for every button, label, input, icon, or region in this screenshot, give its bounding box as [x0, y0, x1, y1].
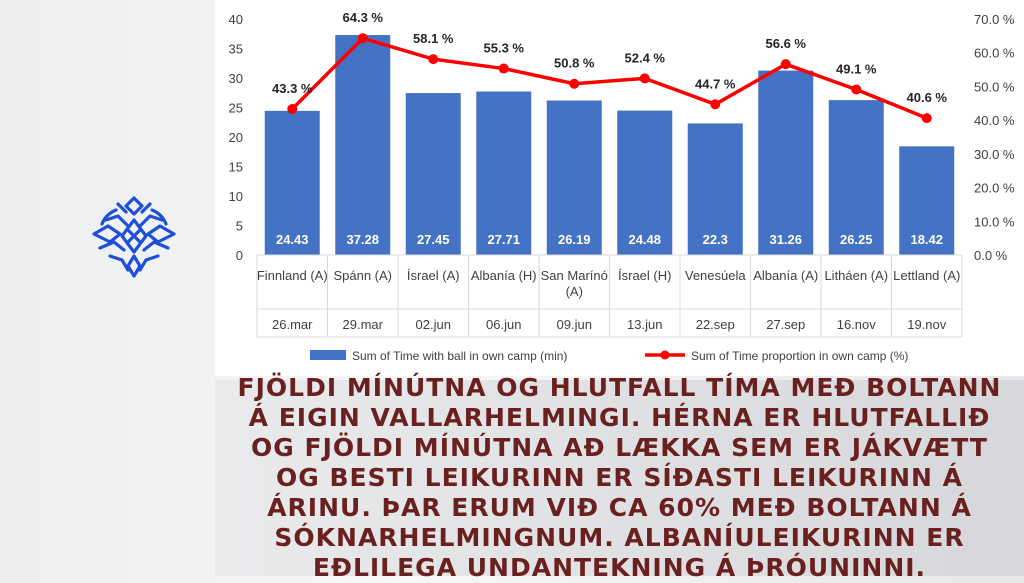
x-category-label: Spánn (A) — [333, 268, 392, 283]
bar-value-label: 18.42 — [910, 232, 943, 247]
line-value-label: 55.3 % — [484, 41, 525, 56]
y-right-tick-label: 20.0 % — [974, 181, 1015, 196]
bar-value-label: 37.28 — [346, 232, 379, 247]
x-date-label: 27.sep — [766, 317, 805, 332]
x-date-label: 29.mar — [343, 317, 384, 332]
line-point — [780, 59, 791, 70]
bar-value-label: 27.45 — [417, 232, 450, 247]
bar-value-label: 24.43 — [276, 232, 309, 247]
x-category-label: Ísrael (H) — [618, 268, 671, 283]
line-point — [428, 54, 439, 65]
y-left-tick-label: 15 — [229, 160, 243, 175]
bar-value-label: 22.3 — [703, 232, 728, 247]
x-category-label: San Marínó (A) — [541, 268, 608, 299]
x-date-label: 13.jun — [627, 317, 662, 332]
legend-bar-label: Sum of Time with ball in own camp (min) — [352, 349, 567, 363]
proportion-line — [291, 36, 928, 120]
bar — [476, 91, 532, 255]
ksi-crest-icon — [88, 190, 180, 282]
x-date-label: 06.jun — [486, 317, 521, 332]
x-category-label: Albanía (H) — [471, 268, 537, 283]
x-category-label: Litháen (A) — [824, 268, 888, 283]
line-value-label: 49.1 % — [836, 61, 877, 76]
line-value-label: 43.3 % — [272, 81, 313, 96]
y-left-tick-label: 20 — [229, 130, 243, 145]
x-date-label: 26.mar — [272, 317, 313, 332]
bar — [617, 110, 673, 256]
y-right-tick-label: 70.0 % — [974, 12, 1015, 27]
bar-value-label: 24.48 — [628, 232, 661, 247]
legend-line-label: Sum of Time proportion in own camp (%) — [691, 349, 908, 363]
bar — [899, 146, 955, 255]
line-value-label: 44.7 % — [695, 76, 736, 91]
line-point — [357, 33, 368, 44]
combo-chart: 0 5 10 15 20 25 30 35 40 0.0 % 10.0 % 20.0 % 30.0 % 4… — [229, 10, 1015, 363]
line-value-label: 40.6 % — [907, 90, 948, 105]
legend-bar-swatch — [310, 350, 346, 360]
x-category-label: Finnland (A) — [257, 268, 328, 283]
bar — [335, 35, 391, 255]
y-left-tick-label: 35 — [229, 42, 243, 57]
bar-value-label: 27.71 — [487, 232, 520, 247]
line-point — [851, 84, 862, 95]
crest-svg — [92, 196, 176, 278]
y-left-tick-label: 25 — [229, 101, 243, 116]
x-date-label: 09.jun — [557, 317, 592, 332]
y-left-tick-label: 10 — [229, 189, 243, 204]
bar-value-label: 26.25 — [840, 232, 873, 247]
y-left-tick-label: 40 — [229, 12, 243, 27]
chart-panel: 0 5 10 15 20 25 30 35 40 0.0 % 10.0 % 20.0 % 30.0 % 4… — [215, 0, 1024, 376]
bar — [405, 93, 461, 255]
bar — [828, 100, 884, 255]
bar — [687, 123, 743, 256]
y-right-tick-label: 30.0 % — [974, 147, 1015, 162]
caption-box: Fjöldi mínútna og hlutfall tíma með bolt… — [215, 373, 1024, 582]
y-left-tick-label: 5 — [236, 219, 243, 234]
y-right-tick-label: 60.0 % — [974, 46, 1015, 61]
y-left-tick-label: 0 — [236, 248, 243, 263]
x-category-label: Ísrael (A) — [407, 268, 460, 283]
x-date-label: 19.nov — [907, 317, 947, 332]
line-value-label: 56.6 % — [766, 36, 807, 51]
line-value-label: 58.1 % — [413, 31, 454, 46]
y-right-tick-label: 0.0 % — [974, 248, 1008, 263]
y-right-tick-label: 10.0 % — [974, 214, 1015, 229]
line-value-label: 52.4 % — [625, 50, 666, 65]
line-point — [710, 99, 721, 110]
x-category-label: Venesúela — [685, 268, 746, 283]
x-date-label: 22.sep — [696, 317, 735, 332]
caption-text: Fjöldi mínútna og hlutfall tíma með bolt… — [237, 373, 1002, 582]
bar-value-label: 31.26 — [769, 232, 802, 247]
x-category-label: Albanía (A) — [753, 268, 818, 283]
x-date-label: 02.jun — [416, 317, 451, 332]
legend-line-marker — [660, 350, 670, 360]
y-left-tick-label: 30 — [229, 71, 243, 86]
x-category-label: Lettland (A) — [893, 268, 960, 283]
bar — [264, 110, 320, 255]
line-point — [287, 104, 298, 115]
line-point — [921, 113, 932, 124]
x-date-label: 16.nov — [837, 317, 877, 332]
bar-value-label: 26.19 — [558, 232, 591, 247]
line-value-label: 50.8 % — [554, 56, 595, 71]
line-point — [639, 73, 650, 84]
bar — [758, 70, 814, 255]
y-right-tick-label: 50.0 % — [974, 79, 1015, 94]
line-point — [569, 78, 580, 89]
line-point — [498, 63, 509, 74]
line-value-label: 64.3 % — [343, 10, 384, 25]
y-right-tick-label: 40.0 % — [974, 113, 1015, 128]
bar — [546, 100, 602, 255]
